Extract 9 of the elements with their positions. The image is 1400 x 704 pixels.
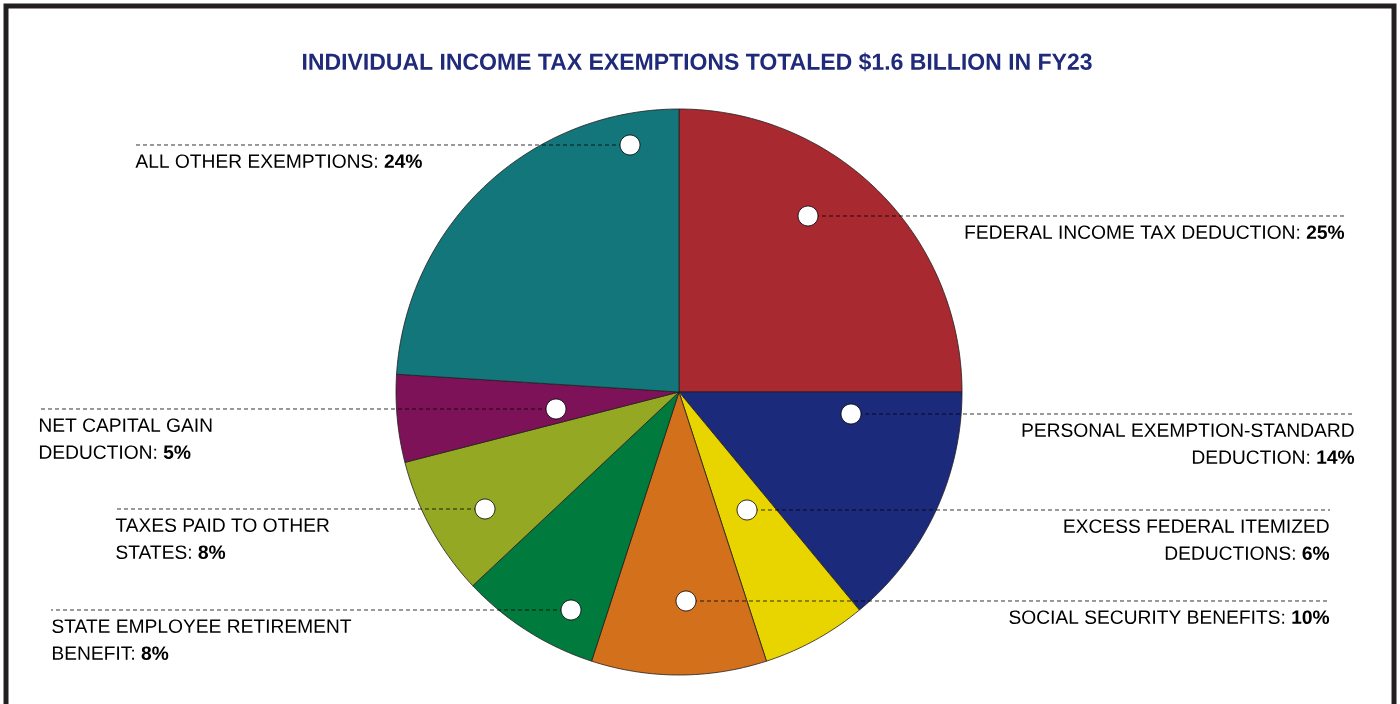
chart-title: INDIVIDUAL INCOME TAX EXEMPTIONS TOTALED $1.6 BILLION IN FY23 [303, 52, 1092, 72]
slice-label: EXCESS FEDERAL ITEMIZED DEDUCTIONS: 6% [1064, 519, 1330, 560]
slice-label: TAXES PAID TO OTHER STATES: 8% [115, 518, 329, 559]
slice-label: ALL OTHER EXEMPTIONS: 24% [135, 154, 422, 168]
slice-label: FEDERAL INCOME TAX DEDUCTION: 25% [965, 225, 1345, 239]
slice-label: SOCIAL SECURITY BENEFITS: 10% [1009, 610, 1330, 624]
slice-label: STATE EMPLOYEE RETIREMENT BENEFIT: 8% [52, 619, 352, 660]
slice-label: NET CAPITAL GAIN DEDUCTION: 5% [39, 418, 212, 459]
slice-label: PERSONAL EXEMPTION-STANDARD DEDUCTION: 14% [1022, 423, 1355, 464]
